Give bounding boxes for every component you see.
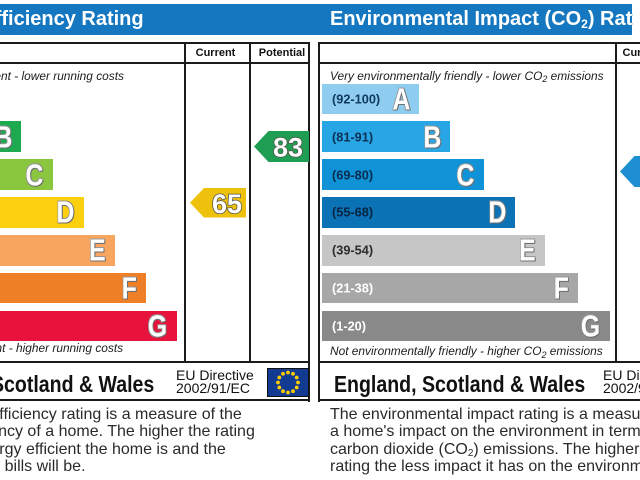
svg-text:83: 83 xyxy=(273,132,303,162)
svg-text:65: 65 xyxy=(211,189,241,218)
